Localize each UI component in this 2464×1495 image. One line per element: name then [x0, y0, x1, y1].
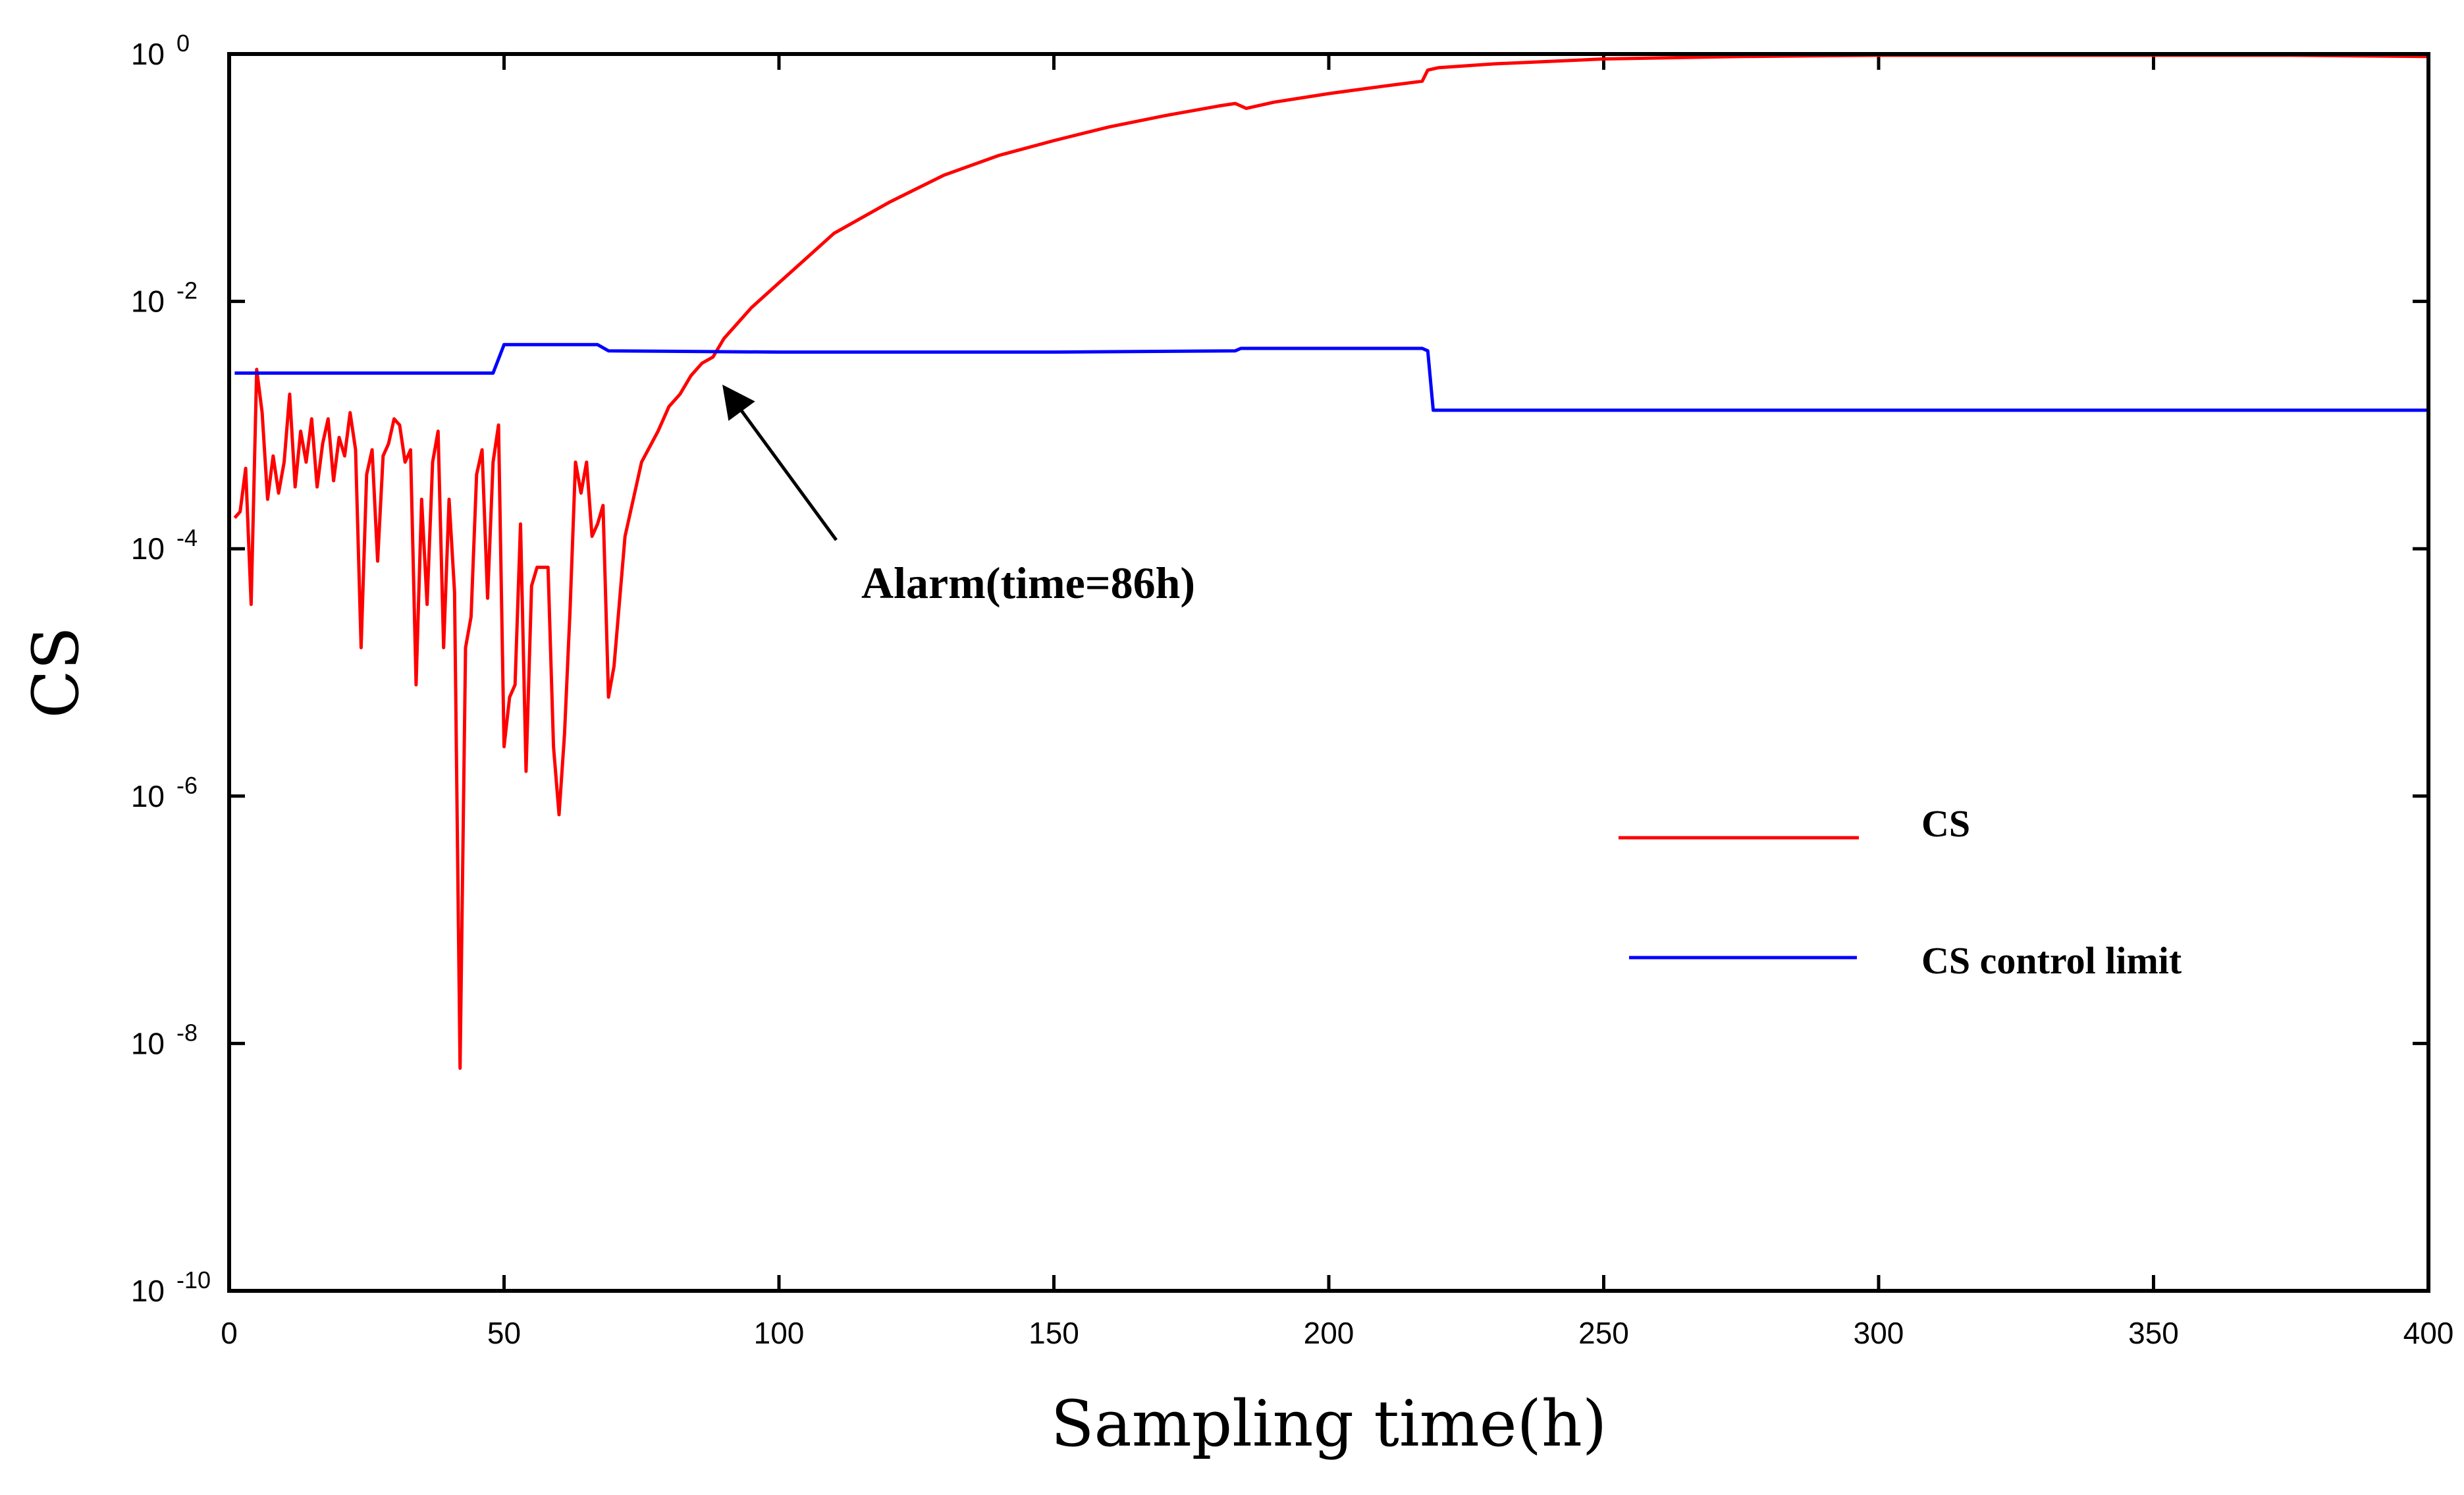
- alarm-annotation: Alarm(time=86h): [722, 384, 1195, 608]
- y-tick-label: 10: [131, 285, 165, 319]
- y-tick-exponent: -10: [176, 1266, 211, 1293]
- y-tick-exponent: -2: [176, 277, 198, 304]
- x-tick-label: 350: [2128, 1316, 2179, 1350]
- x-tick-label: 0: [221, 1316, 238, 1350]
- x-tick-label: 200: [1304, 1316, 1354, 1350]
- x-tick-label: 150: [1029, 1316, 1079, 1350]
- y-tick-exponent: -8: [176, 1019, 198, 1046]
- alarm-arrow: [722, 384, 838, 541]
- x-tick-label: 100: [754, 1316, 805, 1350]
- y-axis-ticks: 10 0 10 -2 10 -4 10 -6 10 -8 10 -10: [131, 30, 2428, 1308]
- y-tick-label: 10: [131, 1026, 165, 1060]
- legend-label-cs-control-limit: CS control limit: [1921, 939, 2182, 982]
- alarm-label: Alarm(time=86h): [861, 558, 1195, 608]
- y-tick-exponent: 0: [176, 30, 190, 57]
- x-tick-label: 250: [1578, 1316, 1629, 1350]
- legend-label-cs: CS: [1921, 802, 1970, 845]
- y-axis-title: CS: [19, 626, 93, 718]
- series-line-cs: [233, 53, 2429, 1070]
- x-axis-ticks: 0 50 100 150 200 250 300 350 400: [221, 54, 2453, 1350]
- x-tick-label: 300: [1854, 1316, 1904, 1350]
- plot-area-frame: [227, 52, 2430, 1293]
- x-tick-label: 50: [487, 1316, 521, 1350]
- series-line-cs-control-limit: [234, 342, 2428, 412]
- x-tick-label: 400: [2403, 1316, 2454, 1350]
- y-tick-label: 10: [131, 37, 165, 71]
- series-lines: [233, 53, 2429, 1070]
- y-tick-label: 10: [131, 1274, 165, 1308]
- y-tick-label: 10: [131, 779, 165, 813]
- x-axis-title: Sampling time(h): [1051, 1387, 1607, 1461]
- y-tick-exponent: -6: [176, 772, 198, 799]
- y-tick-exponent: -4: [176, 524, 198, 551]
- legend: CS CS control limit: [1619, 802, 2182, 982]
- y-tick-label: 10: [131, 531, 165, 566]
